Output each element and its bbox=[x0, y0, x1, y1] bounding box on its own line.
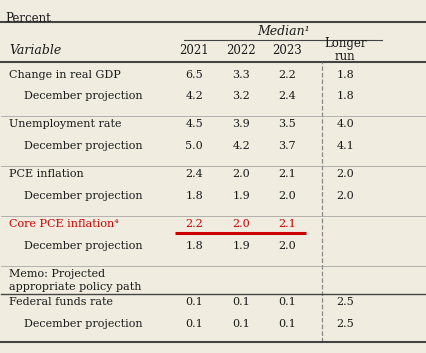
Text: 1.9: 1.9 bbox=[232, 191, 250, 201]
Text: 3.7: 3.7 bbox=[277, 141, 295, 151]
Text: 3.5: 3.5 bbox=[277, 119, 295, 130]
Text: Core PCE inflation⁴: Core PCE inflation⁴ bbox=[9, 219, 119, 229]
Text: 2021: 2021 bbox=[179, 44, 209, 57]
Text: 4.1: 4.1 bbox=[336, 141, 354, 151]
Text: 2.0: 2.0 bbox=[277, 191, 295, 201]
Text: Memo: Projected: Memo: Projected bbox=[9, 269, 105, 279]
Text: 3.9: 3.9 bbox=[232, 119, 250, 130]
Text: 2.0: 2.0 bbox=[336, 191, 354, 201]
Text: 6.5: 6.5 bbox=[185, 70, 203, 79]
Text: 3.2: 3.2 bbox=[232, 91, 250, 101]
Text: 2.0: 2.0 bbox=[232, 169, 250, 179]
Text: Change in real GDP: Change in real GDP bbox=[9, 70, 121, 79]
Text: 1.8: 1.8 bbox=[185, 191, 203, 201]
Text: 2.0: 2.0 bbox=[232, 219, 250, 229]
Text: December projection: December projection bbox=[24, 141, 142, 151]
Text: 1.8: 1.8 bbox=[336, 70, 354, 79]
Text: Percent: Percent bbox=[5, 12, 51, 25]
Text: 1.8: 1.8 bbox=[185, 241, 203, 251]
Text: 2.4: 2.4 bbox=[185, 169, 203, 179]
Text: Median¹: Median¹ bbox=[257, 25, 309, 38]
Text: Unemployment rate: Unemployment rate bbox=[9, 119, 121, 130]
Text: 0.1: 0.1 bbox=[277, 297, 295, 307]
Text: December projection: December projection bbox=[24, 191, 142, 201]
Text: 0.1: 0.1 bbox=[185, 319, 203, 329]
Text: 4.5: 4.5 bbox=[185, 119, 203, 130]
Text: 2.5: 2.5 bbox=[336, 319, 354, 329]
Text: 0.1: 0.1 bbox=[185, 297, 203, 307]
Text: 0.1: 0.1 bbox=[232, 319, 250, 329]
Text: 2023: 2023 bbox=[271, 44, 301, 57]
Text: December projection: December projection bbox=[24, 319, 142, 329]
Text: 5.0: 5.0 bbox=[185, 141, 203, 151]
Text: 2022: 2022 bbox=[226, 44, 255, 57]
Text: 4.0: 4.0 bbox=[336, 119, 354, 130]
Text: 2.1: 2.1 bbox=[277, 169, 295, 179]
Text: PCE inflation: PCE inflation bbox=[9, 169, 84, 179]
Text: 2.2: 2.2 bbox=[185, 219, 203, 229]
Text: 2.4: 2.4 bbox=[277, 91, 295, 101]
Text: 1.8: 1.8 bbox=[336, 91, 354, 101]
Text: December projection: December projection bbox=[24, 241, 142, 251]
Text: December projection: December projection bbox=[24, 91, 142, 101]
Text: 4.2: 4.2 bbox=[232, 141, 250, 151]
Text: 2.0: 2.0 bbox=[336, 169, 354, 179]
Text: run: run bbox=[334, 50, 355, 64]
Text: 2.0: 2.0 bbox=[277, 241, 295, 251]
Text: Longer: Longer bbox=[323, 37, 366, 50]
Text: 1.9: 1.9 bbox=[232, 241, 250, 251]
Text: 0.1: 0.1 bbox=[232, 297, 250, 307]
Text: 2.1: 2.1 bbox=[277, 219, 295, 229]
Text: 2.2: 2.2 bbox=[277, 70, 295, 79]
Text: Federal funds rate: Federal funds rate bbox=[9, 297, 113, 307]
Text: 4.2: 4.2 bbox=[185, 91, 203, 101]
Text: appropriate policy path: appropriate policy path bbox=[9, 282, 141, 292]
Text: Variable: Variable bbox=[9, 44, 61, 57]
Text: 3.3: 3.3 bbox=[232, 70, 250, 79]
Text: 0.1: 0.1 bbox=[277, 319, 295, 329]
Text: 2.5: 2.5 bbox=[336, 297, 354, 307]
